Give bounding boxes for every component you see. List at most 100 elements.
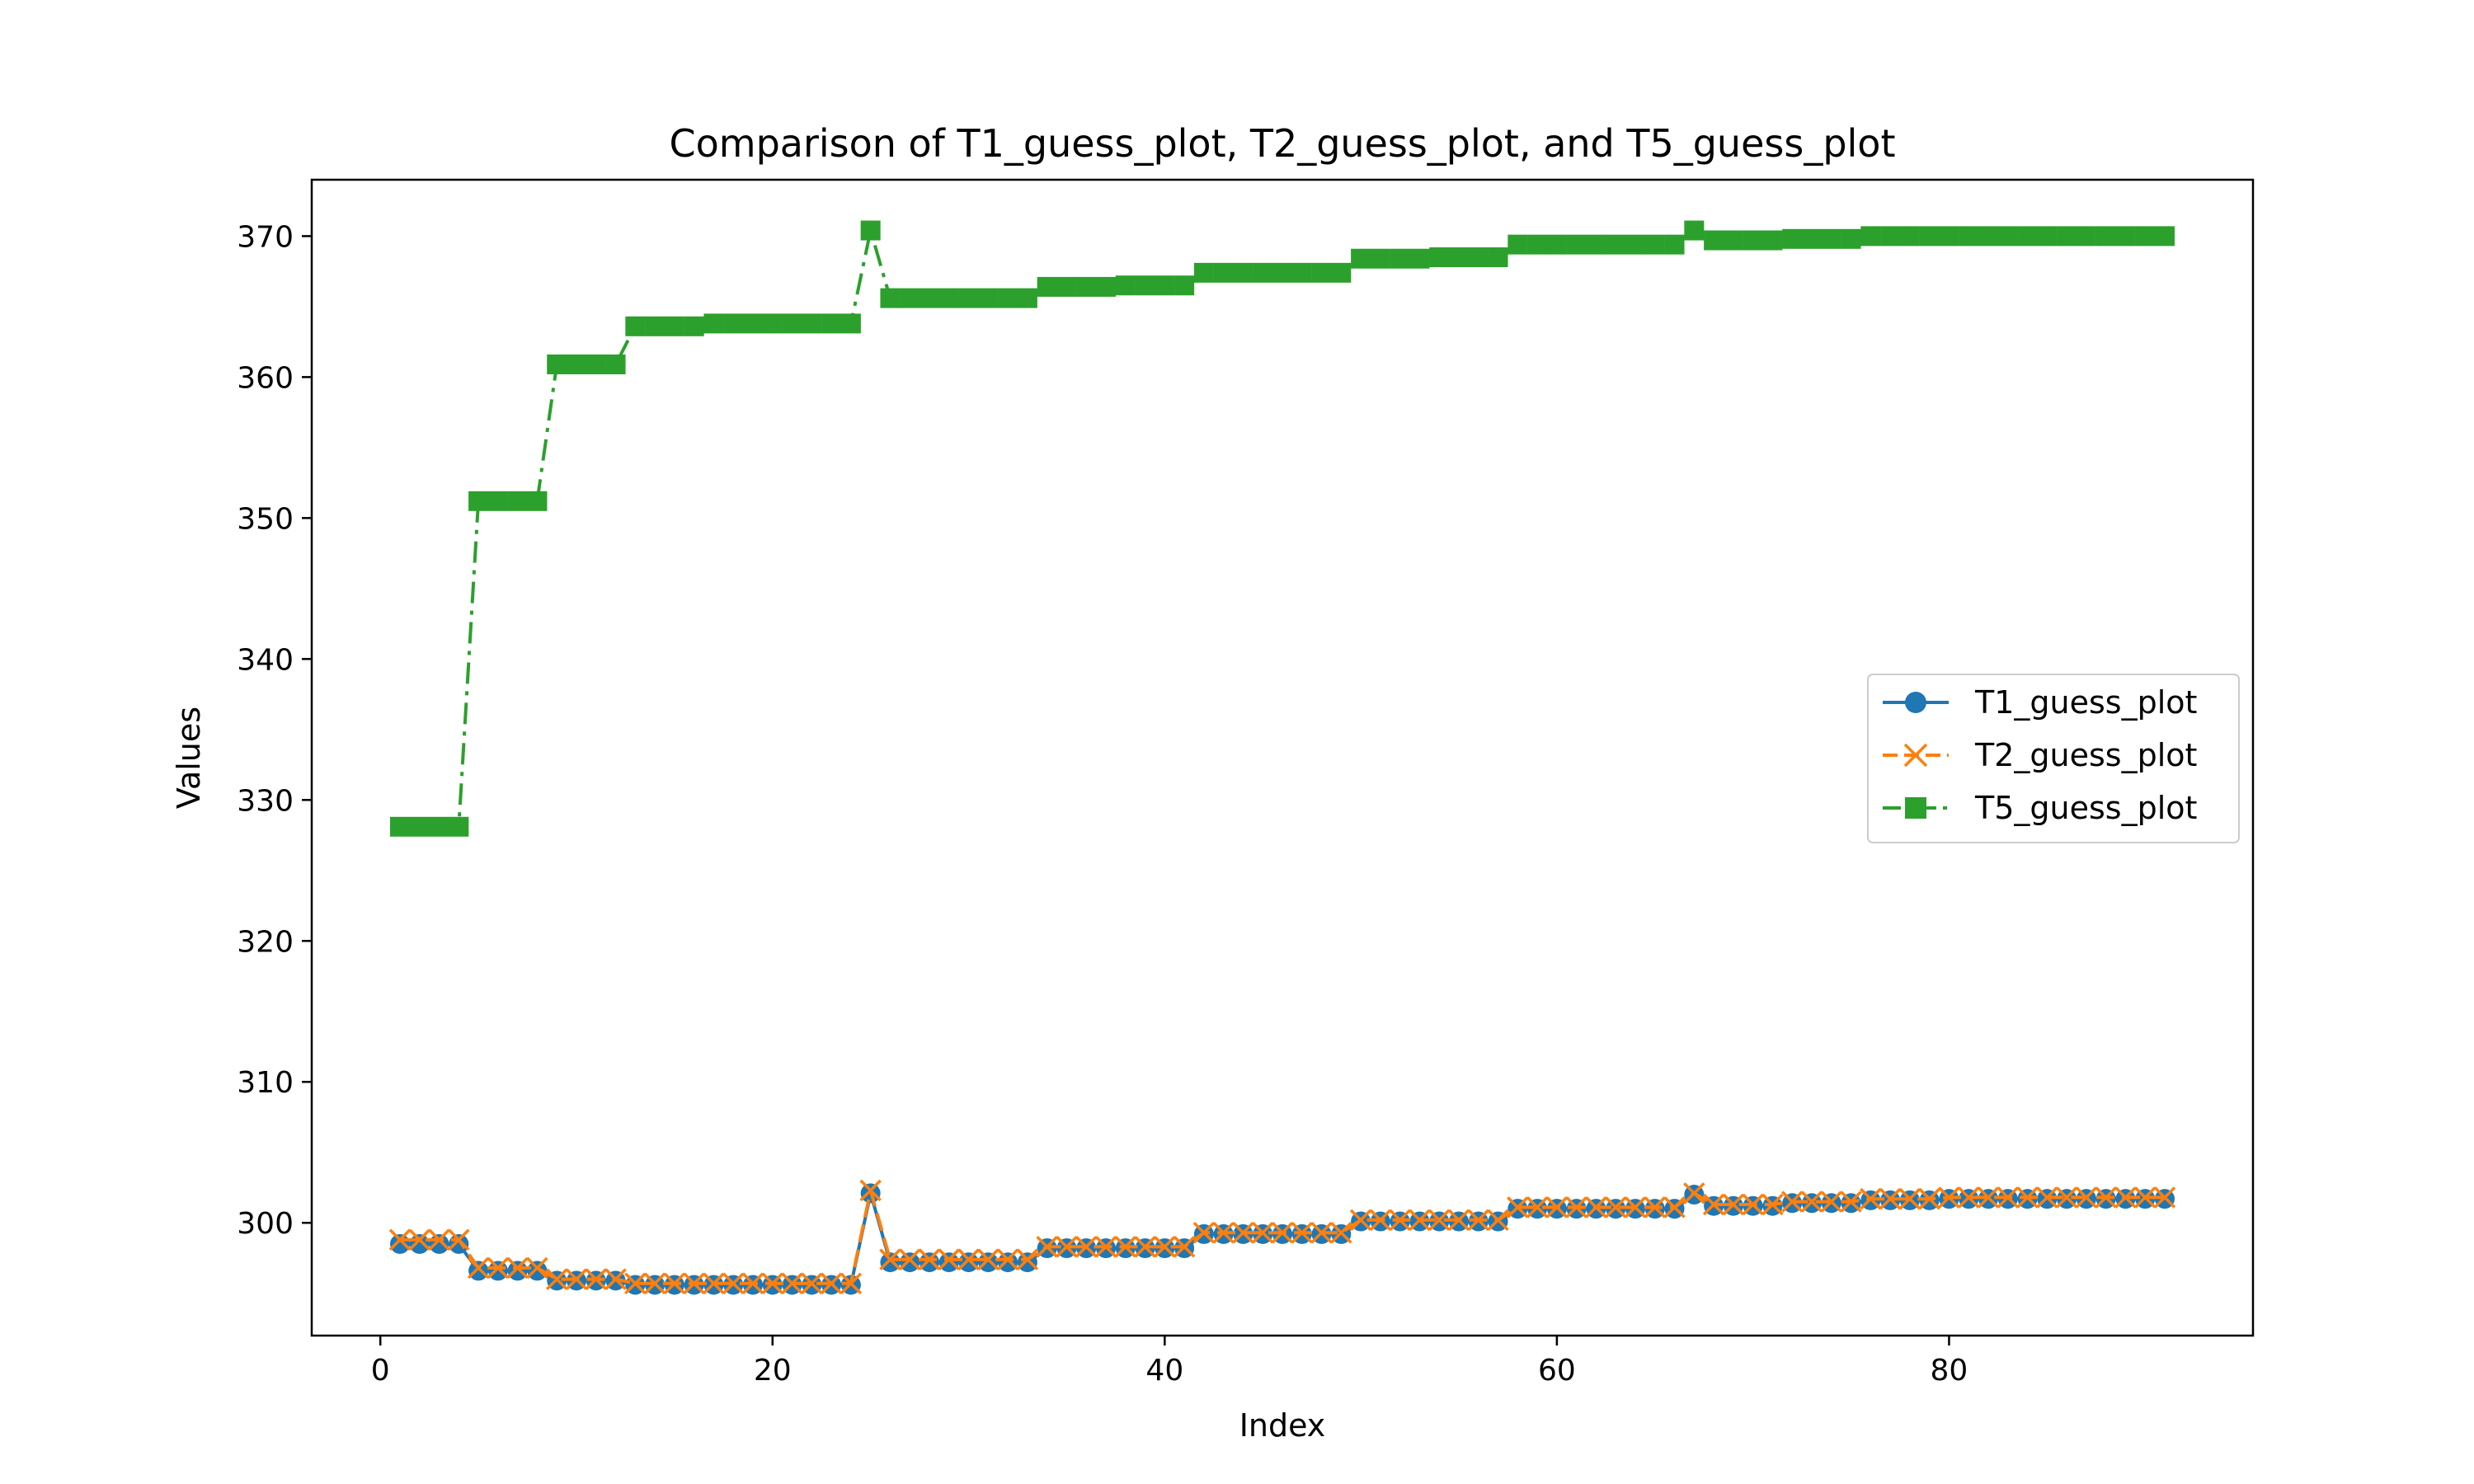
data-point <box>978 288 999 308</box>
x-tick-label: 80 <box>1931 1354 1968 1388</box>
data-point <box>741 1272 764 1294</box>
data-point <box>1390 248 1410 269</box>
data-point <box>390 816 410 837</box>
data-point <box>449 1233 469 1254</box>
data-point <box>938 1248 961 1270</box>
data-point <box>1330 1221 1352 1244</box>
data-point <box>1155 275 1175 296</box>
data-point <box>1957 1186 1980 1209</box>
x-axis-label: Index <box>1239 1407 1326 1444</box>
data-point <box>1507 234 1528 255</box>
data-point <box>527 491 548 511</box>
data-point <box>1684 220 1705 241</box>
data-point <box>1644 234 1665 255</box>
x-tick-label: 20 <box>754 1354 792 1388</box>
data-point <box>604 1268 627 1290</box>
data-point <box>1704 230 1724 251</box>
data-point <box>2114 1186 2137 1209</box>
data-point <box>880 1252 901 1273</box>
y-tick-label: 350 <box>237 502 294 536</box>
data-point <box>1135 275 1155 296</box>
data-point <box>1898 1187 1921 1210</box>
data-point <box>1644 1196 1667 1219</box>
data-point <box>1800 1190 1823 1213</box>
data-point <box>1488 247 1508 268</box>
data-point <box>1449 247 1469 268</box>
data-point <box>1526 1196 1549 1219</box>
data-point <box>547 354 567 374</box>
data-point <box>1723 230 1743 251</box>
data-point <box>487 1256 510 1280</box>
legend-swatch-marker <box>1903 743 1928 768</box>
data-point <box>1702 1193 1725 1216</box>
data-point <box>998 1252 1018 1273</box>
legend-label: T2_guess_plot <box>1974 737 2197 773</box>
data-point <box>1213 262 1234 283</box>
data-point <box>802 313 822 334</box>
data-point <box>1585 1196 1607 1219</box>
data-point <box>1310 1221 1333 1244</box>
data-point <box>2155 226 2175 247</box>
data-point <box>1761 1193 1784 1216</box>
data-point <box>1743 230 1763 251</box>
data-point <box>1370 248 1390 269</box>
series-T5_guess_plot <box>390 220 2175 837</box>
data-point <box>507 491 528 511</box>
data-point <box>1311 262 1332 283</box>
data-point <box>900 1252 920 1273</box>
data-point <box>840 313 861 334</box>
legend-entry: T5_guess_plot <box>1883 790 2197 826</box>
data-point <box>821 313 842 334</box>
chart-title: Comparison of T1_guess_plot, T2_guess_pl… <box>670 121 1896 166</box>
data-point <box>1075 1236 1098 1258</box>
data-point <box>449 816 469 837</box>
data-point <box>1192 1221 1216 1244</box>
data-point <box>409 816 430 837</box>
data-point <box>1272 262 1292 283</box>
data-point <box>859 1179 882 1202</box>
data-point <box>977 1248 999 1270</box>
legend-swatch-marker <box>1905 692 1926 713</box>
data-point <box>1409 1209 1431 1232</box>
data-point <box>1899 226 1920 247</box>
data-point <box>860 220 881 241</box>
y-tick-label: 310 <box>237 1066 294 1100</box>
data-point <box>388 1228 412 1251</box>
data-point <box>1997 226 2018 247</box>
data-point <box>468 1261 489 1281</box>
data-point <box>743 313 763 334</box>
data-point <box>762 313 783 334</box>
legend: T1_guess_plot T2_guess_plot T5_guess_plot <box>1867 674 2240 843</box>
data-point <box>801 1272 823 1294</box>
data-point <box>1467 1209 1490 1232</box>
data-point <box>468 491 489 511</box>
y-tick-label: 370 <box>237 220 294 254</box>
data-point <box>898 1248 921 1270</box>
data-point <box>920 1252 939 1273</box>
data-point <box>1096 276 1116 297</box>
data-point <box>663 1272 686 1294</box>
data-point <box>1820 1190 1843 1213</box>
data-point <box>1606 234 1626 255</box>
data-point <box>1545 1196 1569 1219</box>
data-point <box>1076 276 1097 297</box>
data-point <box>2076 226 2096 247</box>
data-point <box>429 1233 449 1254</box>
data-point <box>1056 276 1077 297</box>
data-point <box>1977 1186 2000 1209</box>
data-point <box>1134 1236 1156 1258</box>
legend-box <box>1867 674 2240 843</box>
legend-entry: T1_guess_plot <box>1883 684 2197 721</box>
data-point <box>1683 1182 1705 1205</box>
data-point <box>1115 275 1136 296</box>
data-point <box>781 1272 803 1294</box>
data-point <box>1663 1196 1686 1219</box>
data-point <box>2075 1186 2098 1209</box>
data-point <box>958 288 979 308</box>
legend-entry: T2_guess_plot <box>1883 737 2197 773</box>
data-point <box>2115 226 2136 247</box>
data-point <box>1253 262 1273 283</box>
data-point <box>920 288 939 308</box>
data-point <box>487 491 508 511</box>
series-T2_guess_plot <box>388 1179 2176 1294</box>
